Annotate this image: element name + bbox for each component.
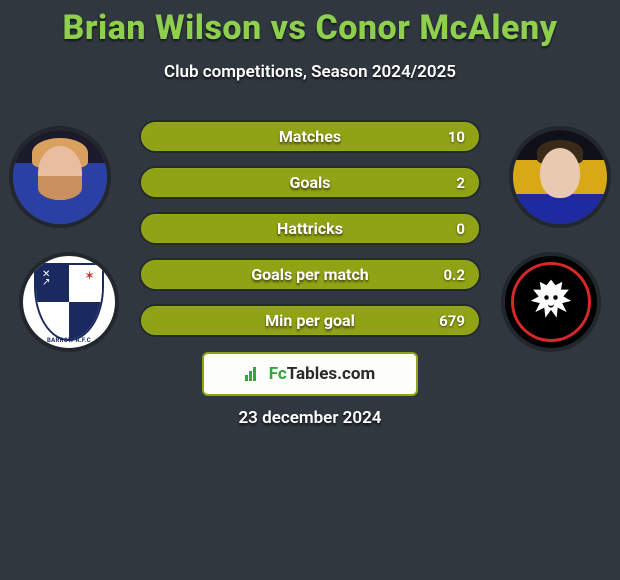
stat-right-value: 0.2	[443, 266, 465, 284]
page-title: Brian Wilson vs Conor McAleny	[0, 8, 620, 48]
comparison-card: Brian Wilson vs Conor McAleny Club compe…	[0, 0, 620, 580]
player2-name: Conor McAleny	[315, 8, 557, 48]
brand-text: FcTables.com	[269, 364, 375, 384]
stat-rows: Matches 10 Goals 2 Hattricks 0 Goals per…	[139, 120, 481, 350]
stat-label: Hattricks	[277, 219, 343, 238]
vs-text: vs	[271, 8, 307, 48]
stat-row-gpm: Goals per match 0.2	[139, 258, 481, 291]
stat-right-value: 2	[456, 174, 465, 192]
stat-row-mpg: Min per goal 679	[139, 304, 481, 337]
stat-right-value: 0	[456, 220, 465, 238]
stat-row-matches: Matches 10	[139, 120, 481, 153]
crest-arrows-icon: ✕↗	[42, 271, 50, 287]
club1-text: BARROW A.F.C	[23, 337, 115, 344]
stat-right-value: 679	[439, 312, 465, 330]
player1-name: Brian Wilson	[63, 8, 262, 48]
stat-label: Min per goal	[265, 311, 355, 330]
brand-logo-icon	[245, 367, 263, 381]
stat-row-hattricks: Hattricks 0	[139, 212, 481, 245]
player2-avatar	[509, 126, 611, 228]
brand-text-pre: Fc	[269, 364, 287, 384]
player1-beard	[38, 176, 82, 200]
club1-crest: ✕↗ ✶ BARROW A.F.C	[19, 252, 119, 352]
player2-head	[540, 148, 580, 198]
player1-avatar	[9, 126, 111, 228]
stat-right-value: 10	[448, 128, 465, 146]
club1-shield: ✕↗ ✶	[34, 263, 104, 341]
stat-label: Matches	[279, 127, 341, 146]
stat-label: Goals per match	[251, 265, 369, 284]
club2-crest	[501, 252, 601, 352]
crest-star-icon: ✶	[84, 269, 95, 284]
stat-label: Goals	[290, 173, 331, 192]
date-text: 23 december 2024	[0, 408, 620, 428]
crest-q-br	[69, 302, 102, 339]
crest-q-bl	[36, 302, 69, 339]
subtitle: Club competitions, Season 2024/2025	[0, 62, 620, 82]
brand-text-post: Tables.com	[287, 364, 375, 384]
lion-icon	[523, 273, 579, 329]
stat-row-goals: Goals 2	[139, 166, 481, 199]
crest-q-tl	[36, 265, 69, 302]
brand-pill[interactable]: FcTables.com	[202, 352, 418, 396]
